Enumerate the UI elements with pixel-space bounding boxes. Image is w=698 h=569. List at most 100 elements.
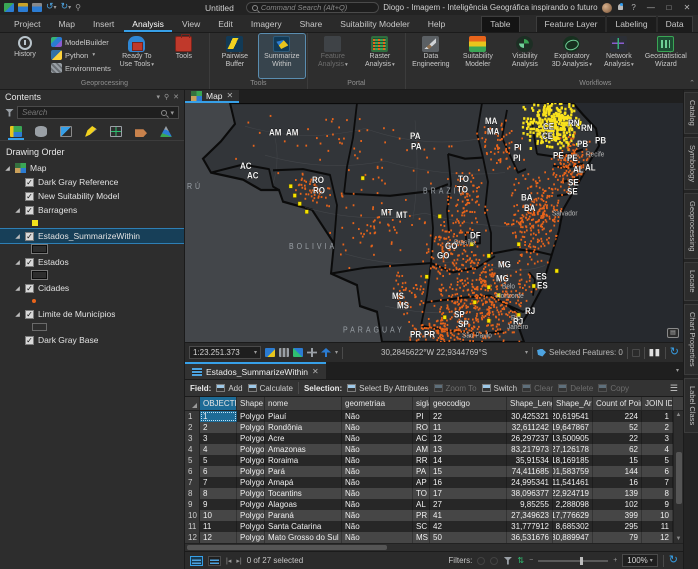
cell[interactable]: Não	[342, 422, 413, 433]
delete-selection-button[interactable]: Delete	[558, 384, 593, 393]
cell[interactable]: SC	[413, 521, 430, 532]
close-pane-icon[interactable]: ✕	[173, 94, 179, 101]
layer-item-dark-gray-base[interactable]: ✓ Dark Gray Base	[0, 333, 184, 347]
redo-button[interactable]: ↻▾	[60, 1, 72, 12]
scroll-down-icon[interactable]: ▼	[675, 536, 682, 542]
table-row[interactable]: 1111PolygonSanta CatarinaNãoSC4231,77791…	[185, 521, 683, 532]
ribbon-tab-project[interactable]: Project	[14, 19, 41, 29]
cell[interactable]: 26,297237	[507, 433, 553, 444]
row-header[interactable]: 12	[185, 532, 200, 543]
ribbon-tab-edit[interactable]: Edit	[218, 19, 233, 29]
cell[interactable]: 2	[642, 422, 673, 433]
cell[interactable]: Polygon	[237, 499, 265, 510]
table-row[interactable]: 66PolygonParáNãoPA1574,411685101,5837591…	[185, 466, 683, 477]
symbol-swatch-outline-rect[interactable]	[31, 244, 48, 254]
cell[interactable]: 24,995341	[507, 477, 553, 488]
refresh-map-button[interactable]: ↻	[669, 346, 679, 358]
cell[interactable]: 8	[642, 488, 673, 499]
column-header-shape[interactable]: Shape *	[237, 397, 265, 410]
search-options-icon[interactable]: ▾	[170, 109, 174, 117]
ribbon-tab-imagery[interactable]: Imagery	[250, 19, 282, 29]
cell[interactable]: 32,611242	[507, 422, 553, 433]
cell[interactable]: MS	[413, 532, 430, 543]
cell[interactable]: Não	[342, 433, 413, 444]
table-row[interactable]: 55PolygonRoraimaNãoRR1435,9153418,169185…	[185, 455, 683, 466]
contents-search-box[interactable]: ▾	[17, 106, 179, 119]
add-field-button[interactable]: Add	[216, 384, 243, 393]
cell[interactable]: 22,924719	[553, 488, 593, 499]
ribbon-tab-help[interactable]: Help	[427, 19, 446, 29]
cell[interactable]: Polygon	[237, 455, 265, 466]
cell[interactable]: 22	[593, 433, 642, 444]
cell[interactable]: Pará	[265, 466, 342, 477]
plus-icon[interactable]	[307, 348, 317, 357]
cell[interactable]: Não	[342, 521, 413, 532]
auto-hide-pin-icon[interactable]: ⚲	[163, 94, 170, 101]
zoom-to-button[interactable]: Zoom To	[433, 384, 477, 393]
ribbon-tab-insert[interactable]: Insert	[93, 19, 115, 29]
dock-tab-symbology[interactable]: Symbology	[684, 136, 698, 190]
cell[interactable]: 9,85255	[507, 499, 553, 510]
symbol-swatch-orange-dot[interactable]	[32, 299, 36, 303]
touch-mode-icon[interactable]: ⚲	[75, 3, 81, 12]
cell[interactable]: Polygon	[237, 521, 265, 532]
table-row[interactable]: 1010PolygonParanáNãoPR4127,34962317,7766…	[185, 510, 683, 521]
modelbuilder-button[interactable]: ModelBuilder	[49, 36, 113, 48]
zoom-level-select[interactable]: 100% ▾	[622, 554, 658, 567]
data-engineering-button[interactable]: Data Engineering	[408, 34, 454, 78]
user-avatar[interactable]	[601, 2, 612, 13]
map-view-tab[interactable]: Map ✕	[185, 90, 240, 103]
cell[interactable]: Não	[342, 466, 413, 477]
cursor-coordinates[interactable]: 30,2845622°W 22,9344769°S	[381, 348, 488, 357]
column-header-objectid[interactable]: OBJECTID *	[200, 397, 237, 410]
cell[interactable]: 7	[642, 477, 673, 488]
layer-visibility-checkbox[interactable]: ✓	[25, 177, 34, 187]
cell[interactable]: 36,531676	[507, 532, 553, 543]
filter-icon[interactable]	[5, 108, 14, 117]
network-analysis-button[interactable]: Network Analysis▾	[596, 34, 642, 78]
list-by-snapping-button[interactable]	[108, 126, 124, 140]
table-row[interactable]: 1212PolygonMato Grosso do SulNãoMS5036,5…	[185, 532, 683, 543]
calculate-field-button[interactable]: Calculate	[247, 384, 293, 393]
layer-item-barragens[interactable]: ◢ ✓ Barragens	[0, 203, 184, 217]
cell[interactable]: Alagoas	[265, 499, 342, 510]
sort-arrows-icon[interactable]: ⇅	[517, 556, 525, 565]
cell[interactable]: 101,583759	[553, 466, 593, 477]
cell[interactable]: Polygon	[237, 411, 265, 422]
cell[interactable]: Amapá	[265, 477, 342, 488]
table-horizontal-scrollbar[interactable]	[185, 543, 683, 551]
expander-icon[interactable]: ◢	[15, 259, 20, 266]
contents-search-input[interactable]	[22, 108, 159, 117]
column-header-geocodigo[interactable]: geocodigo	[430, 397, 507, 410]
cell[interactable]: 2,288098	[553, 499, 593, 510]
cell[interactable]: Não	[342, 411, 413, 422]
layer-visibility-checkbox[interactable]: ✓	[25, 309, 34, 319]
collapse-ribbon-icon[interactable]: ⌃	[689, 80, 695, 87]
column-header-count-of-points[interactable]: Count of Points	[593, 397, 642, 410]
dock-tab-label-class[interactable]: Label Class	[684, 377, 698, 433]
cell[interactable]: Polygon	[237, 488, 265, 499]
dock-tab-geoprocessing[interactable]: Geoprocessing	[684, 192, 698, 260]
column-header-join-id[interactable]: JOIN ID	[642, 397, 673, 410]
cell[interactable]: 1	[642, 411, 673, 422]
dock-tab-locate[interactable]: Locate	[684, 262, 698, 301]
form-view-button[interactable]	[208, 555, 221, 566]
list-by-perspective-button[interactable]	[158, 126, 174, 140]
summarize-within-button[interactable]: Summarize Within	[257, 33, 306, 79]
cell[interactable]: 31,777912	[507, 521, 553, 532]
cell[interactable]: Polygon	[237, 510, 265, 521]
row-header[interactable]: 6	[185, 466, 200, 477]
table-row[interactable]: 44PolygonAmazonasNãoAM1383,217973127,126…	[185, 444, 683, 455]
list-by-data-source-button[interactable]	[33, 126, 49, 140]
cell[interactable]: Piauí	[265, 411, 342, 422]
cell[interactable]: 8,685302	[553, 521, 593, 532]
cell[interactable]: 13,500905	[553, 433, 593, 444]
column-header-shape-area[interactable]: Shape_Area	[553, 397, 593, 410]
copy-button[interactable]: Copy	[598, 384, 629, 393]
command-search-input[interactable]: Command Search (Alt+Q)	[245, 2, 380, 13]
cell[interactable]: 52	[593, 422, 642, 433]
cell[interactable]: 18,169185	[553, 455, 593, 466]
overview-button[interactable]: ▤	[667, 328, 679, 338]
table-row[interactable]: 22PolygonRondôniaNãoRO1132,61124219,6478…	[185, 422, 683, 433]
cell[interactable]: 11	[430, 422, 507, 433]
